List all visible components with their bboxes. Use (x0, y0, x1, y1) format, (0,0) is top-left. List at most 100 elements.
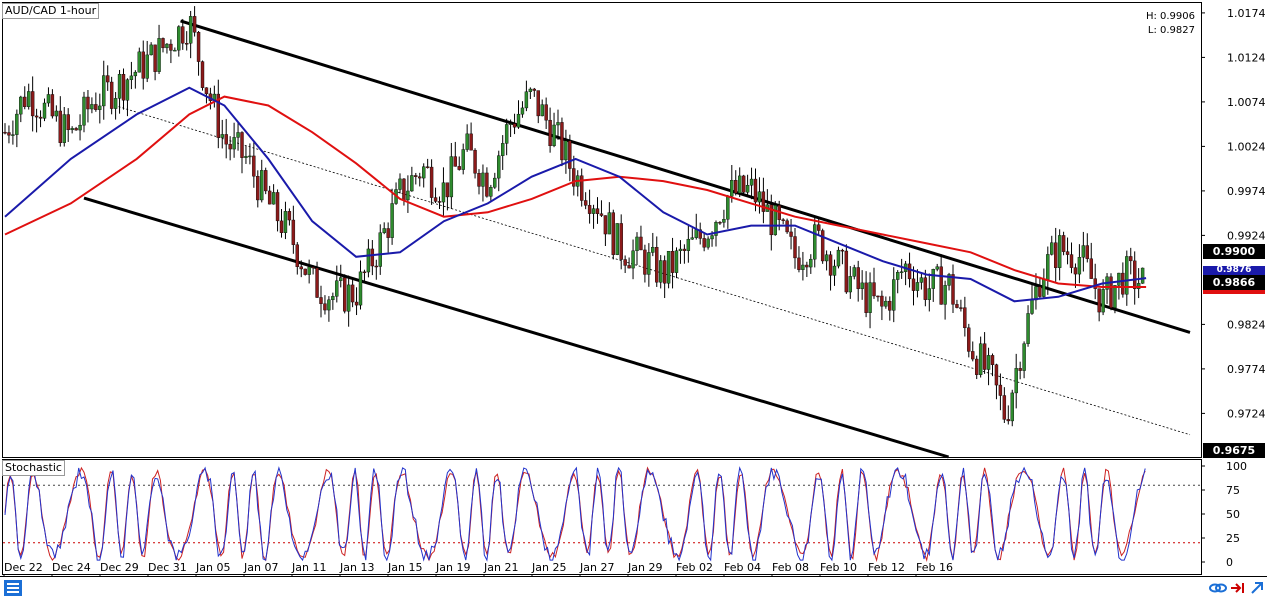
candle-body (1006, 419, 1010, 422)
candle-body (730, 180, 734, 197)
candle-body (1061, 235, 1066, 252)
link-icon[interactable] (1208, 579, 1228, 597)
candle-body (1030, 299, 1034, 314)
candle-body (888, 300, 892, 311)
candle-body (252, 155, 256, 177)
date-label: Dec 31 (148, 561, 187, 574)
price-tick-label: 1.0174 (1227, 7, 1266, 20)
candle-body (418, 176, 422, 179)
menu-icon[interactable] (3, 579, 23, 597)
candle-body (919, 277, 924, 283)
candle-body (955, 304, 959, 308)
candle-body (722, 219, 726, 223)
candle-body (50, 94, 55, 117)
candle-body (840, 249, 845, 252)
candle-body (315, 267, 319, 298)
candle-body (694, 229, 698, 238)
candle-body (291, 219, 296, 245)
candle-body (19, 96, 23, 115)
candle-body (982, 343, 987, 370)
candle-body (1022, 343, 1026, 371)
candle-body (1085, 245, 1090, 259)
candle-body (196, 32, 201, 62)
date-label: Feb 10 (820, 561, 857, 574)
candle-body (832, 265, 837, 276)
channel-upper-line (180, 19, 1191, 334)
jump-to-end-icon[interactable] (1228, 579, 1248, 597)
candle-body (346, 284, 351, 312)
candle-body (398, 178, 402, 190)
candle-body (1026, 313, 1030, 344)
candle-body (271, 192, 276, 205)
candle-body (789, 231, 793, 237)
candle-body (659, 260, 663, 283)
candle-body (931, 269, 935, 289)
candle-body (23, 96, 27, 107)
candle-body (1089, 258, 1093, 279)
price-tag-0.9675: 0.9675 (1203, 443, 1265, 458)
candle-body (78, 124, 82, 131)
candle-body (1046, 254, 1050, 280)
stoch-tick-label: 75 (1226, 484, 1240, 497)
candle-body (706, 238, 710, 248)
candle-body (42, 102, 47, 119)
candle-body (1101, 289, 1105, 313)
date-label: Jan 13 (339, 561, 374, 574)
candle-body (773, 205, 777, 236)
date-label: Jan 11 (291, 561, 326, 574)
candle-body (177, 26, 181, 51)
date-label: Jan 19 (435, 561, 470, 574)
stoch-tick-label: 50 (1226, 508, 1240, 521)
channel-mid-line (114, 105, 1191, 436)
candle-body (15, 113, 19, 135)
candle-body (98, 105, 102, 110)
candle-body (62, 114, 66, 143)
collapse-icon[interactable] (1248, 579, 1267, 597)
candle-body (102, 75, 106, 107)
candle-body (564, 140, 568, 161)
candle-body (425, 166, 430, 168)
candle-body (884, 300, 888, 307)
status-bar (0, 576, 1267, 601)
candle-body (990, 355, 995, 365)
candle-body (560, 122, 564, 161)
candle-body (117, 74, 122, 99)
candle-body (749, 178, 754, 186)
high-value: H: 0.9906 (1145, 11, 1195, 22)
candle-body (319, 297, 323, 304)
candle-body (410, 175, 414, 192)
candle-body (173, 49, 177, 52)
stochastic-title: Stochastic (2, 460, 65, 476)
candle-body (153, 44, 157, 72)
candle-body (441, 182, 446, 203)
candle-body (437, 201, 442, 203)
date-label: Jan 15 (387, 561, 422, 574)
candle-body (975, 358, 979, 375)
price-tick-label: 1.0074 (1227, 96, 1266, 109)
candle-body (27, 91, 31, 107)
price-tag-current: 0.9866 (1203, 275, 1265, 294)
candle-body (74, 128, 78, 131)
candle-body (113, 98, 118, 109)
candle-body (809, 258, 813, 268)
candle-body (200, 61, 205, 88)
candle-body (872, 282, 876, 297)
candle-body (923, 277, 928, 300)
candle-body (627, 265, 631, 269)
candle-body (643, 249, 647, 275)
channel-lower-line (83, 196, 950, 459)
candle-body (943, 285, 947, 305)
candle-body (899, 271, 904, 273)
candle-body (1113, 285, 1117, 308)
candle-body (666, 250, 671, 284)
candle-body (868, 282, 872, 313)
candle-body (133, 71, 138, 77)
candle-body (248, 155, 252, 158)
candle-body (678, 248, 683, 251)
candle-body (1034, 286, 1038, 301)
candle-body (493, 177, 497, 188)
candle-body (181, 26, 185, 44)
candle-body (481, 172, 485, 187)
candle-body (1125, 256, 1129, 295)
candle-body (583, 200, 588, 206)
